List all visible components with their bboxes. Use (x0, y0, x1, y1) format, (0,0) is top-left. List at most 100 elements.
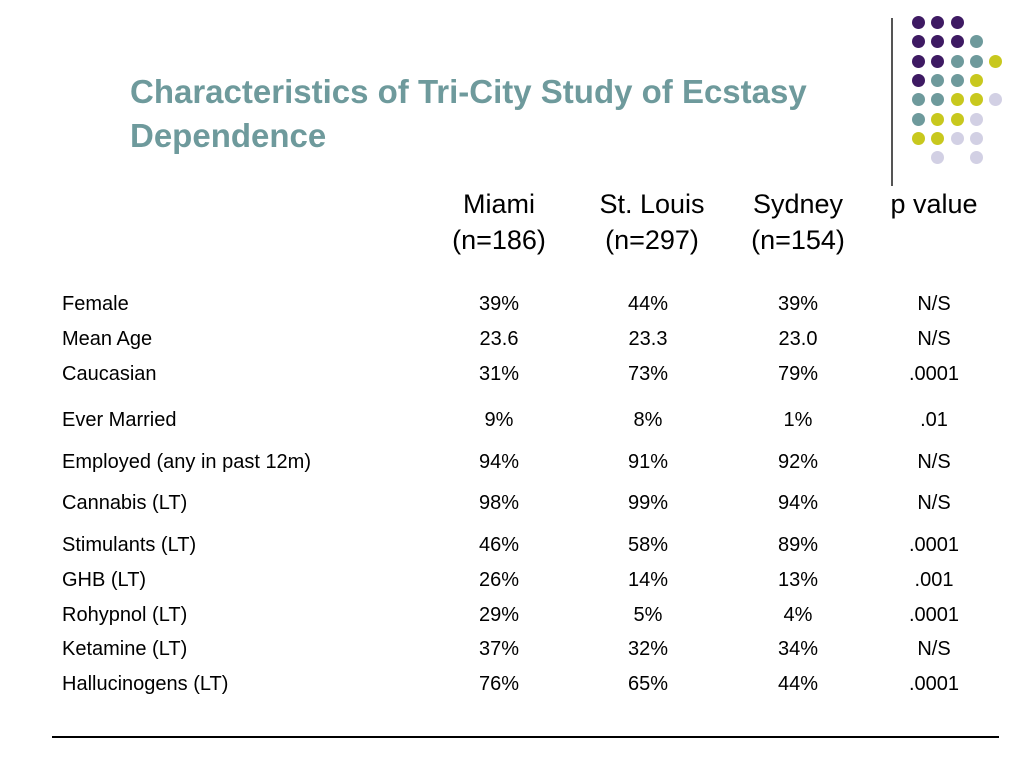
table-cell: .0001 (908, 363, 960, 385)
table-cell: 65% (627, 673, 669, 695)
table-cell: .001 (914, 569, 954, 591)
decorative-dot (931, 113, 944, 126)
table-cell: 8% (633, 409, 663, 431)
table-cell: N/S (917, 492, 951, 514)
table-cell: 29% (478, 604, 520, 626)
table-cell: N/S (917, 451, 951, 473)
table-cell: N/S (917, 293, 951, 315)
column-header-name: St. Louis (599, 189, 705, 219)
table-cell: 1% (783, 409, 813, 431)
table-cell: 44% (627, 293, 669, 315)
table-cell: N/S (917, 638, 951, 660)
table-row: Mean Age 23.6 23.3 23.0 N/S (0, 327, 1024, 351)
column-header-name: Sydney (752, 189, 844, 219)
table-cell: .0001 (908, 673, 960, 695)
table-cell: 9% (484, 409, 514, 431)
row-label: GHB (LT) (62, 569, 147, 591)
table-row: Employed (any in past 12m) 94% 91% 92% N/S (0, 450, 1024, 474)
row-label: Rohypnol (LT) (62, 604, 188, 626)
column-header-st-louis: St. Louis (n=297) (587, 186, 717, 258)
slide-title: Characteristics of Tri-City Study of Ecs… (130, 73, 807, 154)
footer-rule (52, 736, 999, 738)
row-label: Stimulants (LT) (62, 534, 197, 556)
decorative-dot (951, 93, 964, 106)
column-header-p-value: p value (869, 186, 999, 222)
decorative-dot (931, 74, 944, 87)
table-cell: 26% (478, 569, 520, 591)
decorative-dot (970, 132, 983, 145)
decorative-dot (970, 113, 983, 126)
table-row: Rohypnol (LT) 29% 5% 4% .0001 (0, 603, 1024, 627)
table-cell: 13% (777, 569, 819, 591)
decorative-dot (951, 55, 964, 68)
table-row: Stimulants (LT) 46% 58% 89% .0001 (0, 533, 1024, 557)
table-cell: 23.6 (479, 328, 519, 350)
title-divider-line (891, 18, 893, 186)
table-row: Hallucinogens (LT) 76% 65% 44% .0001 (0, 672, 1024, 696)
table-row: Ever Married 9% 8% 1% .01 (0, 408, 1024, 432)
row-label: Hallucinogens (LT) (62, 673, 229, 695)
row-label: Ketamine (LT) (62, 638, 188, 660)
table-cell: 32% (627, 638, 669, 660)
decorative-dot (970, 93, 983, 106)
decorative-dot (931, 35, 944, 48)
table-cell: 39% (478, 293, 520, 315)
decorative-dot (989, 93, 1002, 106)
column-header-n: (n=154) (751, 225, 845, 255)
table-cell: 23.3 (628, 328, 668, 350)
table-cell: 91% (627, 451, 669, 473)
decorative-dot (951, 74, 964, 87)
decorative-dot (931, 55, 944, 68)
table-cell: N/S (917, 328, 951, 350)
table-cell: 73% (627, 363, 669, 385)
table-cell: 94% (777, 492, 819, 514)
table-cell: 98% (478, 492, 520, 514)
table-cell: .0001 (908, 604, 960, 626)
decorative-dot (970, 74, 983, 87)
table-cell: 76% (478, 673, 520, 695)
table-cell: 37% (478, 638, 520, 660)
column-header-n: (n=297) (605, 225, 699, 255)
column-header-name: Miami (463, 189, 535, 219)
decorative-dot (951, 113, 964, 126)
decorative-dot (951, 35, 964, 48)
table-row: Female 39% 44% 39% N/S (0, 292, 1024, 316)
decorative-dot (951, 16, 964, 29)
table-cell: 92% (777, 451, 819, 473)
row-label: Female (62, 293, 129, 315)
decorative-dot (951, 132, 964, 145)
decorative-dot (931, 151, 944, 164)
decorative-dot (970, 151, 983, 164)
row-label: Mean Age (62, 328, 153, 350)
decorative-dot (931, 132, 944, 145)
decorative-dot (912, 55, 925, 68)
column-header-sydney: Sydney (n=154) (733, 186, 863, 258)
table-cell: 44% (777, 673, 819, 695)
column-header-name: p value (890, 189, 978, 219)
table-cell: 4% (783, 604, 813, 626)
decorative-dot (989, 55, 1002, 68)
table-cell: 34% (777, 638, 819, 660)
table-row: Cannabis (LT) 98% 99% 94% N/S (0, 491, 1024, 515)
table-cell: 89% (777, 534, 819, 556)
decorative-dot (970, 55, 983, 68)
table-cell: 39% (777, 293, 819, 315)
table-cell: 94% (478, 451, 520, 473)
table-cell: .01 (920, 409, 948, 431)
decorative-dot (912, 113, 925, 126)
decorative-dot (931, 93, 944, 106)
table-cell: 14% (627, 569, 669, 591)
decorative-dot (912, 132, 925, 145)
column-header-miami: Miami (n=186) (434, 186, 564, 258)
table-cell: 23.0 (778, 328, 818, 350)
table-row: Ketamine (LT) 37% 32% 34% N/S (0, 637, 1024, 661)
row-label: Caucasian (62, 363, 157, 385)
table-cell: 58% (627, 534, 669, 556)
decorative-dot (912, 16, 925, 29)
table-row: GHB (LT) 26% 14% 13% .001 (0, 568, 1024, 592)
table-cell: 46% (478, 534, 520, 556)
table-cell: 79% (777, 363, 819, 385)
decorative-dot (912, 74, 925, 87)
table-cell: 99% (627, 492, 669, 514)
row-label: Employed (any in past 12m) (62, 451, 312, 473)
